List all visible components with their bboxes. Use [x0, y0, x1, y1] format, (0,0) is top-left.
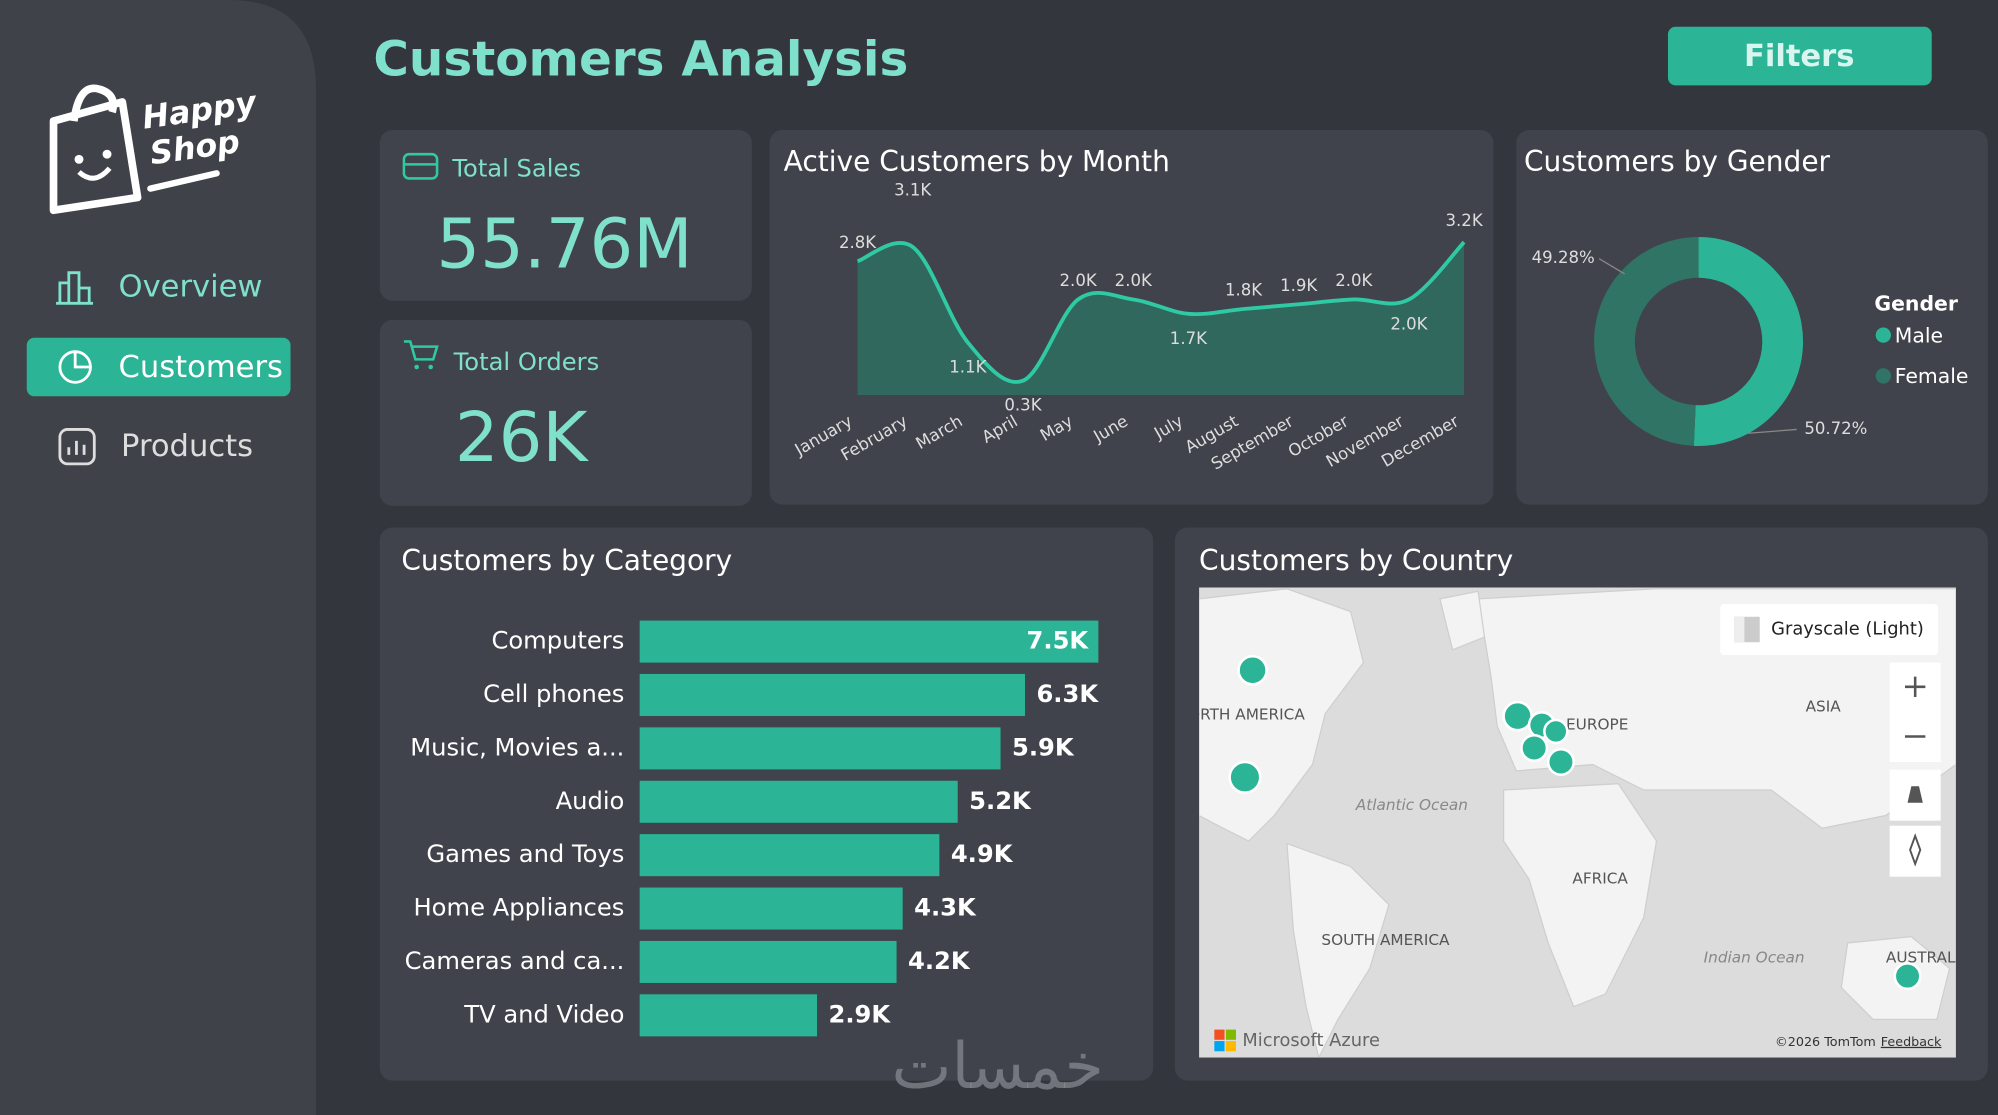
y-tick-label: Home Appliances: [413, 894, 624, 922]
y-tick-label: Music, Movies a...: [410, 733, 624, 761]
y-tick-label: Audio: [556, 787, 625, 815]
card: [1516, 129, 1988, 505]
y-tick-label: Games and Toys: [426, 840, 624, 868]
legend-label: Male: [1895, 323, 1943, 347]
page-title: Customers Analysis: [373, 31, 908, 87]
map-label: EUROPE: [1566, 716, 1628, 734]
data-label: 2.9K: [829, 1000, 892, 1028]
kpi-value: 55.76M: [436, 205, 692, 285]
style-label[interactable]: Grayscale (Light): [1771, 618, 1924, 639]
map-controls[interactable]: [1889, 662, 1941, 877]
data-label: 7.5K: [1027, 627, 1090, 655]
legend-label: Female: [1895, 364, 1969, 388]
map-label: AUSTRALIA: [1886, 949, 1971, 967]
data-label: 2.0K: [1390, 314, 1428, 333]
bar: [639, 620, 1099, 663]
icon: [402, 152, 439, 180]
map-label: AFRICA: [1572, 870, 1628, 888]
data-label: 6.3K: [1036, 680, 1099, 708]
kpi-label: Total Sales: [451, 154, 581, 182]
donut-slice: [1594, 237, 1699, 446]
data-label: 2.0K: [1060, 271, 1098, 290]
nav-item-active[interactable]: Customers: [26, 337, 291, 397]
button-label[interactable]: Filters: [1744, 39, 1855, 74]
kpi-value: 26K: [455, 398, 590, 478]
copyright: ©2026 TomTom: [1775, 1035, 1876, 1050]
kpi-card: [379, 319, 752, 506]
y-tick-label: Computers: [491, 627, 624, 655]
nav-label[interactable]: Overview: [119, 269, 263, 304]
map-label: ASIA: [1806, 698, 1842, 716]
chart-title: Customers by Gender: [1524, 145, 1831, 178]
y-tick-label: Cell phones: [483, 680, 624, 708]
bar: [639, 727, 1001, 770]
legend-title: Gender: [1874, 292, 1958, 316]
y-tick-label: Cameras and ca...: [405, 947, 625, 975]
bar: [639, 940, 897, 983]
data-label: 5.2K: [969, 787, 1032, 815]
map-label: Atlantic Ocean: [1355, 796, 1468, 814]
leader-line: [1748, 428, 1797, 434]
map-markers[interactable]: [1228, 654, 1922, 991]
chart-title: Customers by Country: [1199, 544, 1513, 577]
data-label: 2.0K: [1115, 271, 1153, 290]
nav-label[interactable]: Products: [121, 429, 253, 464]
data-label: 4.2K: [908, 947, 971, 975]
map-label: NORTH AMERICA: [1177, 705, 1306, 723]
brand: Microsoft Azure: [1242, 1030, 1380, 1051]
nav-label[interactable]: Customers: [119, 350, 283, 385]
data-label: 3.2K: [1446, 211, 1484, 230]
kpi-card: [379, 129, 752, 301]
data-label: 1.7K: [1170, 329, 1208, 348]
data-label: 49.28%: [1532, 248, 1595, 267]
map-label: Indian Ocean: [1704, 949, 1805, 967]
nav-item[interactable]: Products: [58, 428, 253, 466]
data-label: 2.0K: [1335, 271, 1373, 290]
data-label: 1.8K: [1225, 281, 1263, 300]
data-label: 4.3K: [914, 894, 977, 922]
donut-chart: 50.72% Male 49.28% Female: [1532, 237, 1969, 447]
icon: [403, 340, 439, 361]
area: [857, 242, 1465, 396]
data-label: 5.9K: [1012, 733, 1075, 761]
data-label: 1.9K: [1280, 276, 1318, 295]
donut-slice: [1693, 237, 1804, 447]
bar: [639, 994, 818, 1037]
data-label: 1.1K: [949, 357, 987, 376]
chart-title: Active Customers by Month: [784, 145, 1170, 178]
map: NORTH AMERICA EUROPE ASIA Atlantic Ocean…: [1177, 587, 1971, 1058]
line: [856, 240, 1466, 384]
bar: [639, 780, 958, 823]
azure-logo: Microsoft Azure: [1214, 1029, 1380, 1052]
data-label: 2.8K: [839, 233, 877, 252]
legend-swatch: [1875, 368, 1891, 384]
data-label: 0.3K: [1004, 396, 1042, 415]
watermark: خمسات: [892, 1030, 1104, 1104]
bar: [639, 887, 903, 930]
legend-swatch: [1875, 327, 1891, 343]
data-label: 3.1K: [894, 180, 932, 199]
data-label: 50.72%: [1804, 419, 1867, 438]
nav-item[interactable]: Overview: [56, 269, 263, 305]
bar-chart: Computers 7.5K Cell phones 6.3K Music, Movie…: [405, 620, 1099, 1037]
chart-title: Customers by Category: [401, 544, 732, 577]
y-tick-label: TV and Video: [463, 1000, 624, 1028]
kpi-label: Total Orders: [453, 348, 600, 376]
map-label: SOUTH AMERICA: [1321, 931, 1450, 949]
leader-line: [1598, 258, 1625, 275]
map-style-picker[interactable]: Grayscale (Light): [1720, 604, 1939, 655]
bar: [639, 834, 940, 877]
bar: [639, 673, 1025, 717]
filters-button[interactable]: Filters: [1667, 26, 1932, 86]
feedback-link[interactable]: Feedback: [1881, 1035, 1942, 1050]
data-label: 4.9K: [951, 840, 1014, 868]
